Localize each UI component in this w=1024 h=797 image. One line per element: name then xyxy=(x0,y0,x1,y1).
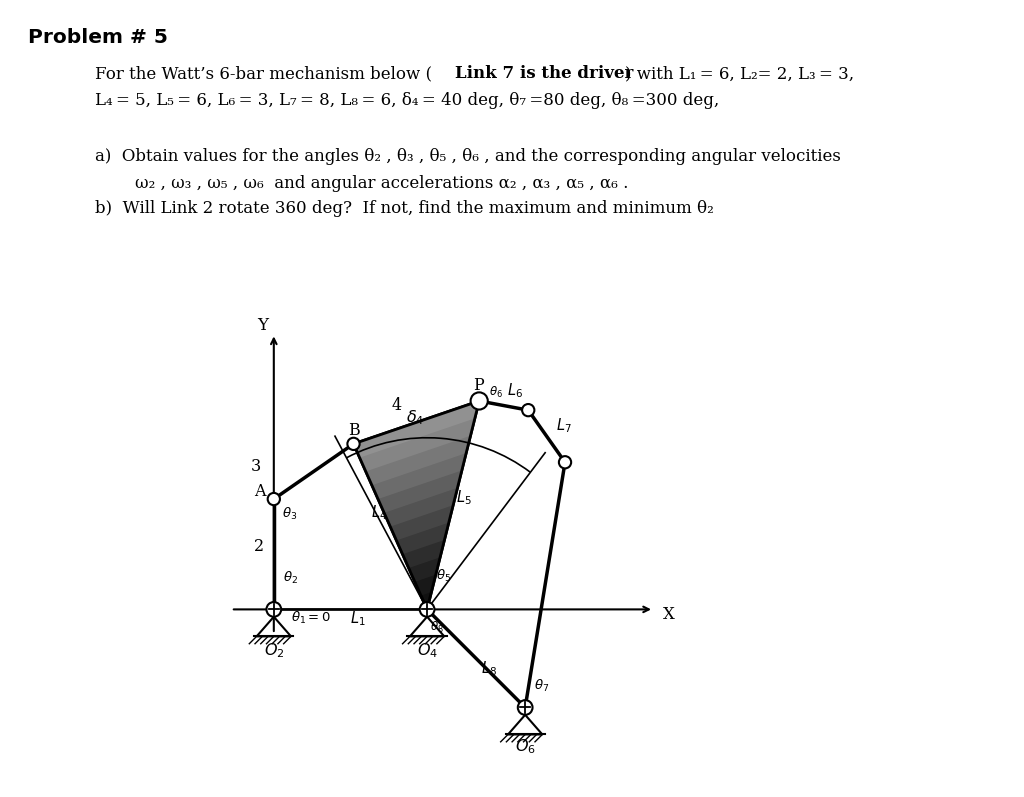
Polygon shape xyxy=(353,401,479,499)
Text: X: X xyxy=(664,606,675,622)
Text: $\theta_8$: $\theta_8$ xyxy=(430,620,444,635)
Polygon shape xyxy=(353,401,479,554)
Polygon shape xyxy=(353,401,479,485)
Text: $L_1$: $L_1$ xyxy=(350,609,367,627)
Polygon shape xyxy=(353,401,479,527)
Text: b)  Will Link 2 rotate 360 deg?  If not, find the maximum and minimum θ₂: b) Will Link 2 rotate 360 deg? If not, f… xyxy=(95,200,714,217)
Text: 2: 2 xyxy=(254,538,264,556)
Polygon shape xyxy=(353,401,479,512)
Text: $O_4$: $O_4$ xyxy=(417,642,437,660)
Text: $L_5$: $L_5$ xyxy=(457,488,472,507)
Text: A: A xyxy=(254,483,265,500)
Polygon shape xyxy=(353,401,479,540)
Polygon shape xyxy=(353,401,479,472)
Polygon shape xyxy=(353,401,479,610)
Polygon shape xyxy=(353,401,479,610)
Text: Y: Y xyxy=(257,317,268,335)
Polygon shape xyxy=(353,401,479,595)
Text: $L_6$: $L_6$ xyxy=(507,382,523,400)
Polygon shape xyxy=(353,401,479,582)
Polygon shape xyxy=(353,401,479,568)
Circle shape xyxy=(347,438,359,450)
Text: $\theta_3$: $\theta_3$ xyxy=(283,505,298,521)
Circle shape xyxy=(471,392,487,410)
Text: ω₂ , ω₃ , ω₅ , ω₆  and angular accelerations α₂ , α₃ , α₅ , α₆ .: ω₂ , ω₃ , ω₅ , ω₆ and angular accelerati… xyxy=(135,175,629,192)
Circle shape xyxy=(267,493,280,505)
Text: Link 7 is the driver: Link 7 is the driver xyxy=(455,65,634,82)
Circle shape xyxy=(559,456,571,469)
Text: a)  Obtain values for the angles θ₂ , θ₃ , θ₅ , θ₆ , and the corresponding angul: a) Obtain values for the angles θ₂ , θ₃ … xyxy=(95,148,841,165)
Text: $L_7$: $L_7$ xyxy=(556,416,571,435)
Text: $O_6$: $O_6$ xyxy=(515,738,536,756)
Circle shape xyxy=(522,404,535,416)
Text: $\delta_4$: $\delta_4$ xyxy=(406,408,424,427)
Text: $\theta_6$: $\theta_6$ xyxy=(489,385,503,400)
Text: 4: 4 xyxy=(392,397,402,414)
Text: $\theta_2$: $\theta_2$ xyxy=(283,570,298,586)
Text: $\theta_7$: $\theta_7$ xyxy=(535,678,550,694)
Text: $L_8$: $L_8$ xyxy=(481,660,497,678)
Text: For the Watt’s 6-bar mechanism below (: For the Watt’s 6-bar mechanism below ( xyxy=(95,65,432,82)
Text: 3: 3 xyxy=(251,458,261,476)
Circle shape xyxy=(518,700,532,715)
Text: B: B xyxy=(348,422,360,439)
Text: $O_2$: $O_2$ xyxy=(263,642,284,660)
Text: ) with L₁ = 6, L₂= 2, L₃ = 3,: ) with L₁ = 6, L₂= 2, L₃ = 3, xyxy=(625,65,854,82)
Text: $\theta_5$: $\theta_5$ xyxy=(436,568,452,584)
Text: Problem # 5: Problem # 5 xyxy=(28,28,168,47)
Circle shape xyxy=(420,602,434,617)
Text: P: P xyxy=(473,377,483,394)
Text: $L_4$: $L_4$ xyxy=(371,504,387,522)
Text: $\theta_1 = 0$: $\theta_1 = 0$ xyxy=(291,610,331,626)
Polygon shape xyxy=(353,401,479,457)
Text: L₄ = 5, L₅ = 6, L₆ = 3, L₇ = 8, L₈ = 6, δ₄ = 40 deg, θ₇ =80 deg, θ₈ =300 deg,: L₄ = 5, L₅ = 6, L₆ = 3, L₇ = 8, L₈ = 6, … xyxy=(95,92,719,109)
Circle shape xyxy=(266,602,282,617)
